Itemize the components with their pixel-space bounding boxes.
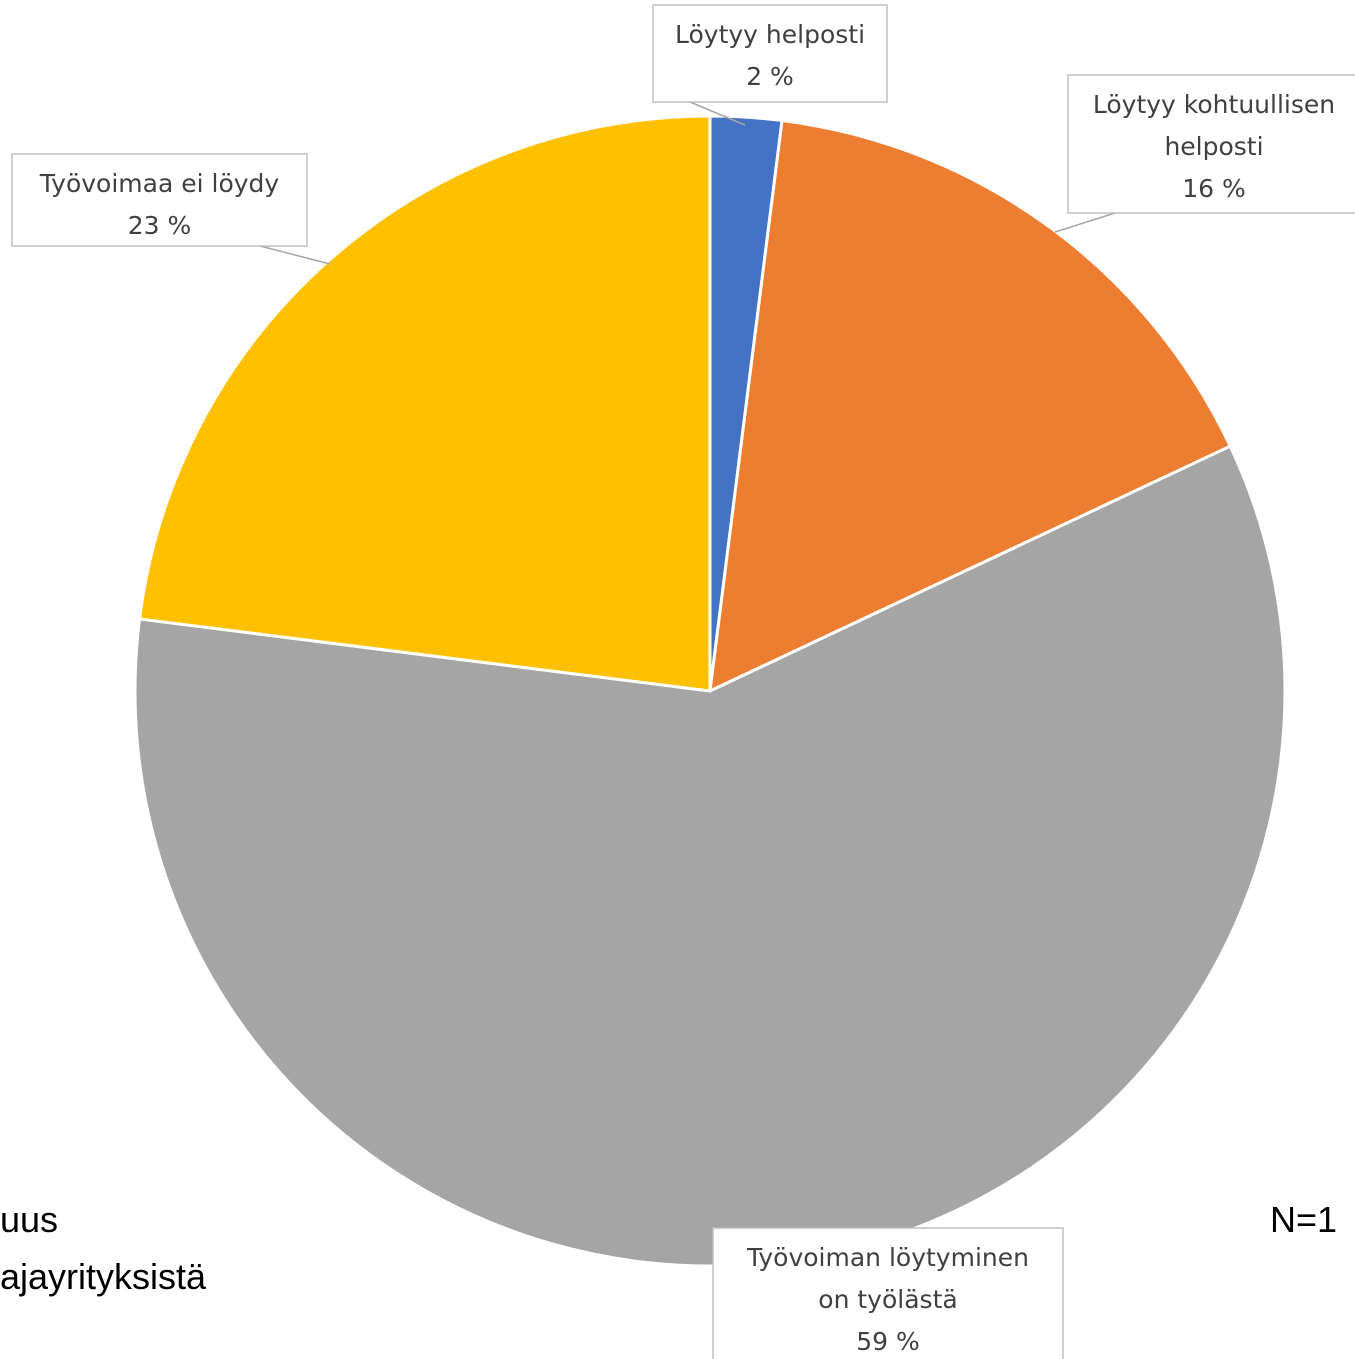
leader-line-2	[1054, 212, 1116, 233]
data-label-text-1-1: Löytyy helposti	[675, 20, 865, 49]
data-label-percent-4: 23 %	[128, 211, 192, 240]
data-label-percent-2: 16 %	[1182, 174, 1246, 203]
pie-slice-2	[708, 119, 1232, 693]
footer-left-line-1: uus	[0, 1199, 58, 1240]
callout-box-2	[1067, 74, 1355, 214]
data-label-text-3-2: on työlästä	[818, 1285, 957, 1314]
data-label-text-2-2: helposti	[1164, 132, 1263, 161]
data-label-text-2-1: Löytyy kohtuullisen	[1093, 90, 1335, 119]
data-label-text-4-1: Työvoimaa ei löydy	[39, 169, 280, 198]
pie-slices	[133, 114, 1287, 1268]
footer-sample-size: N=1	[1270, 1199, 1337, 1240]
data-label-percent-3: 59 %	[856, 1327, 920, 1356]
data-label-percent-1: 2 %	[746, 62, 794, 91]
footer-left-line-2: ajayrityksistä	[0, 1256, 207, 1297]
callout-box-4	[11, 153, 308, 247]
data-label-text-3-1: Työvoiman löytyminen	[746, 1243, 1029, 1272]
callout-box-3	[712, 1227, 1064, 1359]
leader-line-1	[689, 101, 746, 126]
leader-line-4	[259, 245, 331, 265]
callout-box-1	[652, 4, 888, 103]
data-label-callouts: Löytyy helposti 2 % Löytyy kohtuullisen hel…	[11, 4, 1355, 1359]
pie-slice-4	[138, 114, 712, 693]
